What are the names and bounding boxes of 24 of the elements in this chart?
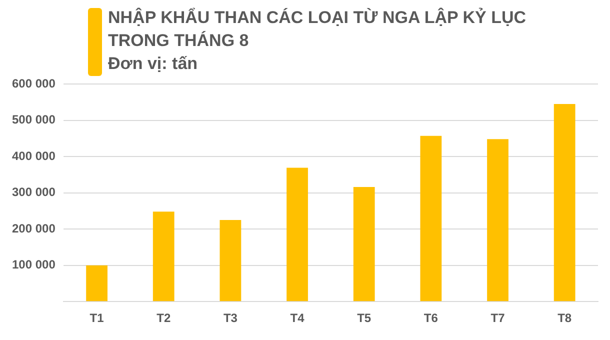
bar bbox=[554, 104, 576, 302]
chart-title: NHẬP KHẨU THAN CÁC LOẠI TỪ NGA LẬP KỶ LỤC TRONG THÁNG 8 bbox=[108, 6, 528, 52]
x-tick-label: T1 bbox=[90, 311, 104, 326]
y-tick-label: 600 000 bbox=[12, 76, 56, 90]
x-tick-label: T6 bbox=[424, 311, 438, 326]
bar bbox=[220, 220, 242, 302]
bar bbox=[286, 168, 308, 302]
y-tick-label: 400 000 bbox=[12, 148, 56, 163]
bar bbox=[152, 212, 174, 302]
x-tick-label: T3 bbox=[223, 311, 238, 326]
y-tick-label: 300 000 bbox=[12, 185, 56, 200]
x-tick-label: T5 bbox=[357, 311, 372, 326]
x-tick-label: T8 bbox=[558, 311, 572, 326]
x-tick-label: T2 bbox=[156, 311, 171, 326]
y-tick-label: 100 000 bbox=[12, 258, 56, 272]
x-tick-label: T7 bbox=[490, 311, 506, 326]
chart-subtitle: Đơn vị: tấn bbox=[108, 53, 199, 75]
bar bbox=[86, 265, 108, 302]
y-tick-label: 500 000 bbox=[12, 112, 56, 127]
bar bbox=[420, 136, 442, 302]
bar bbox=[487, 139, 508, 302]
x-tick-label: T4 bbox=[290, 311, 305, 326]
y-tick-label: 200 000 bbox=[12, 221, 56, 236]
bar bbox=[353, 187, 375, 302]
